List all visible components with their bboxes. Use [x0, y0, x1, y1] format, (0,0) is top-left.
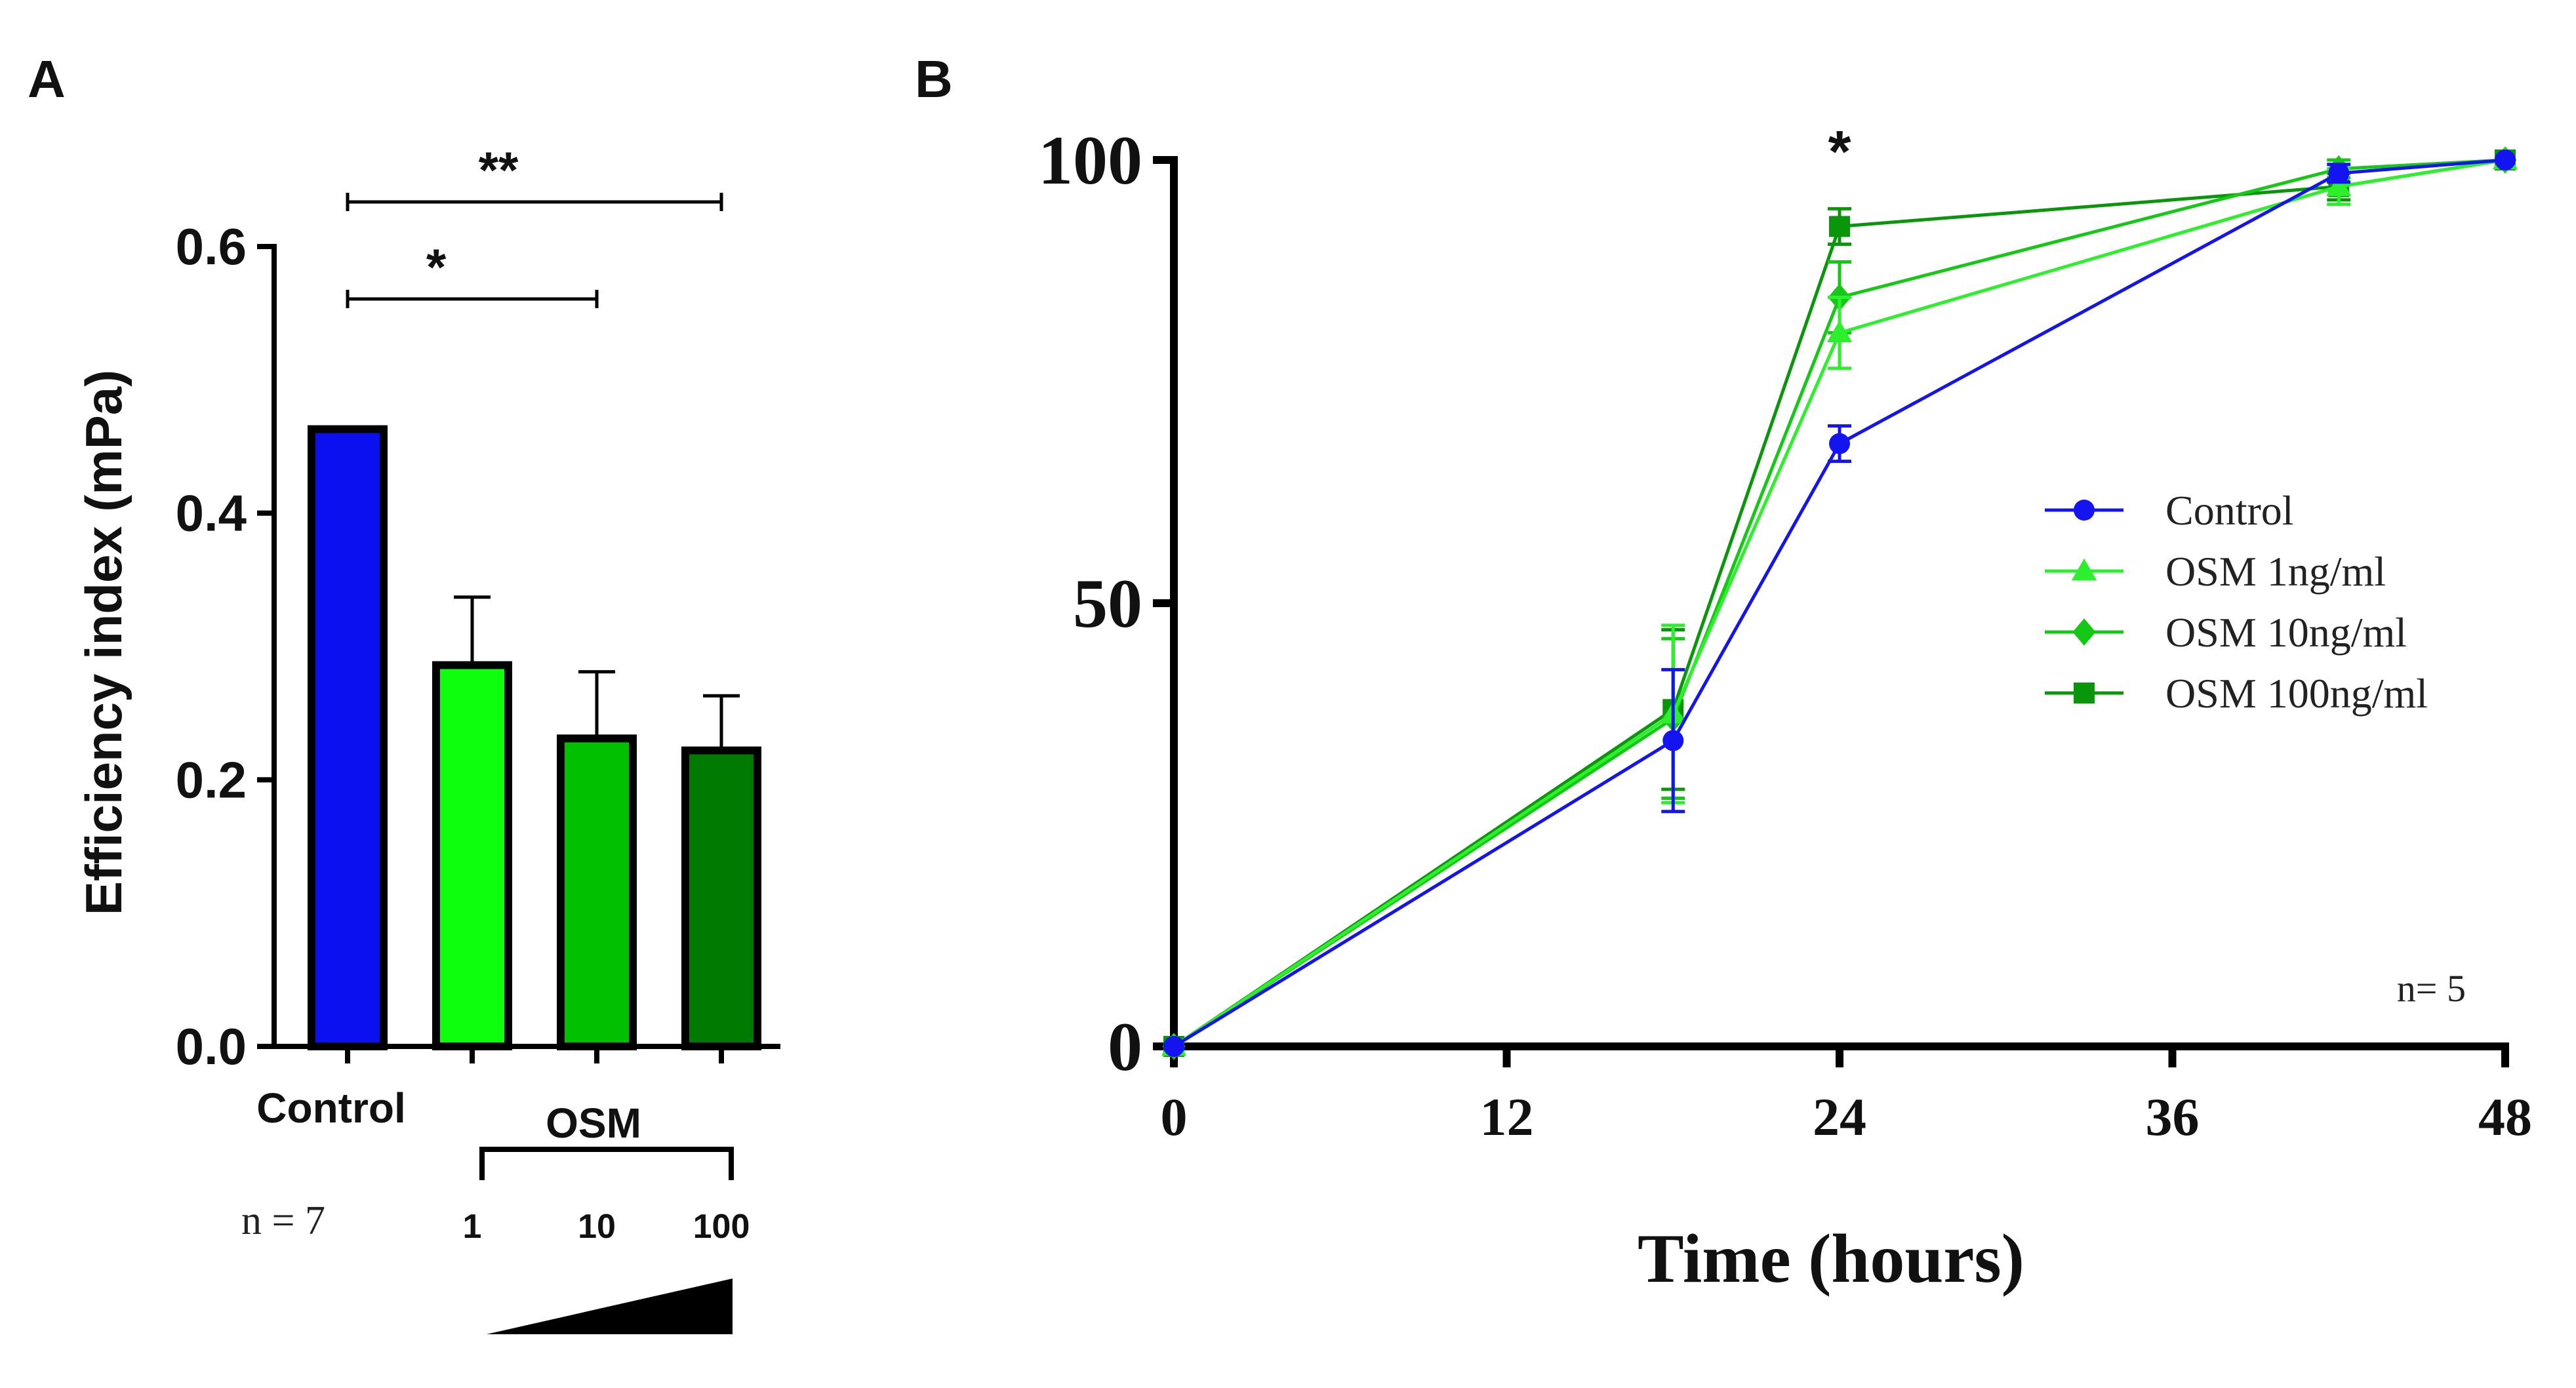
- a-dose-label: 100: [693, 1208, 750, 1246]
- b-point: [1826, 320, 1853, 343]
- b-x-tick-label: 12: [1480, 1087, 1534, 1147]
- b-y-tick-label: 100: [1038, 122, 1142, 199]
- a-group-label: OSM: [546, 1100, 641, 1147]
- b-point: [2495, 149, 2516, 170]
- b-n-label: n= 5: [2397, 967, 2466, 1010]
- a-dose-label: 1: [463, 1208, 482, 1246]
- b-x-tick-label: 0: [1161, 1087, 1188, 1147]
- panel-a-bar-chart: Efficiency index (mPa) OSM n = 7 0.0 0.2 0…: [75, 141, 780, 1334]
- a-y-tick-label: 0.6: [176, 218, 247, 275]
- b-point: [1662, 730, 1684, 751]
- panel-a-label: A: [28, 50, 66, 108]
- b-y-tick-label: 50: [1073, 565, 1142, 642]
- a-bar: [308, 425, 388, 1050]
- a-n-label: n = 7: [241, 1199, 325, 1243]
- b-x-axis-label: Time (hours): [1638, 1220, 2024, 1297]
- panel-b-line-chart: Time (hours) n= 5 0 50 100 0 12 24 36 48 * Contro…: [1038, 119, 2532, 1297]
- b-x-tick-label: 48: [2478, 1087, 2532, 1147]
- a-bar: [432, 661, 512, 1050]
- b-legend-label: OSM 10ng/ml: [2165, 609, 2407, 656]
- a-bar: [557, 734, 637, 1051]
- b-point: [2328, 163, 2350, 184]
- b-series-2: [1162, 146, 2517, 1060]
- panel-b-label: B: [915, 50, 953, 108]
- b-point: [1829, 433, 1850, 454]
- b-legend-label: OSM 1ng/ml: [2165, 548, 2386, 595]
- a-y-tick-label: 0.2: [176, 751, 247, 808]
- a-y-tick-label: 0.0: [176, 1018, 247, 1075]
- b-x-tick-label: 24: [1813, 1087, 1866, 1147]
- b-point: [1163, 1036, 1184, 1057]
- a-dose-bracket: [479, 1147, 734, 1180]
- b-point: [1829, 216, 1850, 237]
- a-y-tick-label: 0.4: [176, 485, 247, 542]
- b-x-tick-label: 36: [2146, 1087, 2200, 1147]
- b-series-0: [1163, 149, 2516, 1057]
- a-significance-label: *: [426, 238, 447, 296]
- a-y-axis-label: Efficiency index (mPa): [75, 370, 132, 915]
- b-legend-label: Control: [2165, 487, 2294, 534]
- a-dose-label: 10: [578, 1208, 616, 1246]
- a-significance-label: **: [479, 141, 519, 199]
- b-significance-label: *: [1828, 119, 1851, 185]
- b-point: [2074, 500, 2095, 521]
- a-category-label: Control: [256, 1084, 406, 1132]
- b-point: [2074, 683, 2095, 704]
- b-legend-label: OSM 100ng/ml: [2165, 670, 2428, 717]
- b-point: [2072, 618, 2096, 646]
- a-dose-gradient-wedge: [487, 1279, 733, 1334]
- a-bar: [681, 746, 761, 1050]
- b-point: [2326, 174, 2352, 196]
- b-legend: Control OSM 1ng/ml OSM 10ng/ml OSM 100ng/ml: [2045, 487, 2428, 717]
- b-point: [2071, 558, 2097, 581]
- b-y-tick-label: 0: [1108, 1008, 1142, 1085]
